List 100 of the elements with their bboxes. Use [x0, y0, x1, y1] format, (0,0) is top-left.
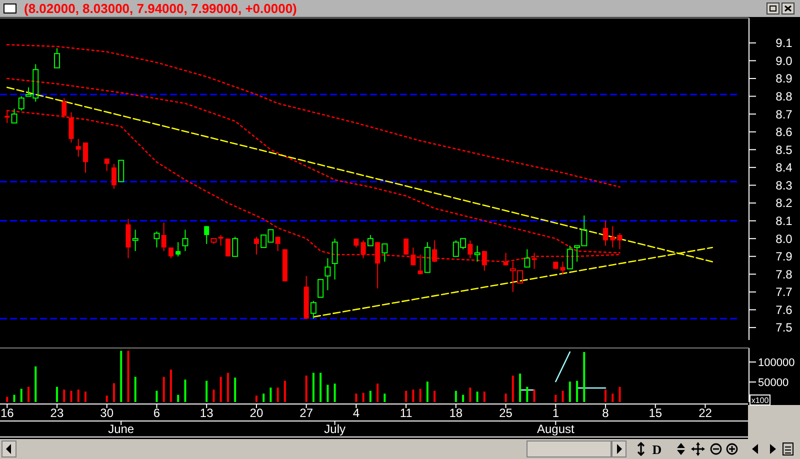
bar — [77, 390, 80, 402]
candlestick — [560, 261, 566, 275]
y-tick-label: 8.0 — [776, 232, 793, 246]
bar — [454, 390, 457, 402]
x-tick-label: 8 — [602, 406, 610, 420]
y-axis-title: x100 — [751, 396, 770, 405]
y-tick-label: 100000 — [758, 356, 795, 369]
bar — [120, 350, 122, 402]
bar — [20, 388, 22, 402]
bar — [27, 386, 30, 402]
bar — [13, 394, 16, 402]
bar — [56, 386, 58, 402]
candlestick — [225, 238, 230, 257]
bar — [184, 380, 186, 402]
candlestick — [617, 232, 622, 250]
y-tick-label: 8.2 — [776, 196, 793, 210]
bar — [504, 394, 507, 402]
x-tick-label: 30 — [100, 406, 114, 420]
x-tick-label: 18 — [449, 406, 463, 420]
bar — [355, 394, 358, 402]
y-tick-label: 8.7 — [776, 107, 793, 122]
x-tick-label: 11 — [400, 406, 413, 420]
bar — [320, 372, 322, 402]
bar — [405, 390, 408, 402]
bar — [312, 372, 314, 402]
y-tick-label: 8.1 — [776, 214, 793, 228]
x-tick-label: 4 — [352, 406, 360, 420]
x-tick-label: 15 — [648, 406, 662, 420]
bar — [156, 390, 158, 402]
candlestick — [111, 163, 116, 190]
bar — [226, 372, 229, 402]
x-tick-label: 22 — [698, 406, 712, 420]
y-tick-label: 50000 — [758, 376, 789, 389]
candlestick — [204, 226, 210, 244]
candlestick — [76, 138, 81, 158]
x-tick-label: 23 — [50, 406, 64, 420]
bar — [412, 390, 414, 402]
candlestick — [360, 240, 366, 259]
bar — [112, 383, 115, 402]
candlestick — [104, 158, 110, 172]
candlestick — [182, 229, 188, 252]
bar — [568, 382, 571, 402]
y-tick-label: 8.8 — [776, 89, 793, 104]
candlestick — [275, 236, 280, 252]
y-tick-label: 9.0 — [776, 54, 793, 68]
bar — [469, 388, 472, 402]
bar — [212, 390, 215, 402]
bar — [262, 394, 265, 402]
candlestick — [610, 226, 616, 248]
bar — [562, 390, 564, 402]
x-tick-label: 13 — [200, 406, 214, 420]
bar — [162, 376, 165, 402]
bar — [519, 374, 522, 402]
bar — [376, 384, 379, 402]
y-tick-label: 8.4 — [776, 160, 793, 175]
line-series — [6, 44, 620, 188]
y-tick-label: 8.9 — [776, 72, 793, 86]
y-tick-label: 7.9 — [776, 250, 793, 264]
bar — [106, 396, 108, 402]
x2-tick-label: August — [536, 422, 576, 436]
bar — [220, 376, 222, 402]
bar — [419, 388, 422, 402]
y-tick-label: 8.3 — [776, 178, 793, 192]
chart-title: (8.02000, 8.03000, 7.94000, 7.99000, +0.0000) — [24, 1, 297, 16]
bar — [326, 384, 329, 402]
bar — [284, 380, 286, 402]
y-tick-label: 7.6 — [776, 302, 793, 317]
candlestick — [404, 238, 409, 256]
candlestick — [126, 218, 131, 259]
candlestick — [82, 142, 88, 174]
bar — [206, 380, 208, 402]
bar — [270, 388, 272, 402]
x2-tick-label: June — [108, 422, 134, 436]
bar — [84, 392, 86, 402]
y-tick-label: 8.6 — [776, 125, 793, 140]
x2-tick-label: July — [324, 422, 346, 436]
bar — [6, 396, 8, 402]
bar — [612, 394, 614, 402]
candlestick — [603, 220, 608, 246]
bar — [34, 366, 37, 402]
bar — [533, 390, 536, 402]
candlestick — [474, 245, 480, 262]
x-tick-label: 25 — [499, 406, 513, 420]
x-tick-label: 27 — [300, 406, 314, 420]
bar — [483, 392, 486, 402]
bar — [554, 394, 557, 402]
bar — [604, 390, 607, 402]
x-tick-label: 6 — [153, 406, 160, 420]
bar — [462, 394, 464, 402]
y-tick-label: 7.7 — [776, 285, 793, 300]
y-tick-label: 8.5 — [776, 142, 793, 157]
bar — [134, 376, 136, 402]
x-tick-label: 16 — [0, 406, 14, 420]
candlestick — [132, 229, 138, 252]
bar — [576, 380, 578, 402]
candlestick — [324, 258, 331, 291]
bar — [369, 390, 372, 402]
bar — [276, 388, 279, 402]
candlestick — [161, 222, 166, 252]
y-tick-label: 7.8 — [776, 267, 793, 282]
